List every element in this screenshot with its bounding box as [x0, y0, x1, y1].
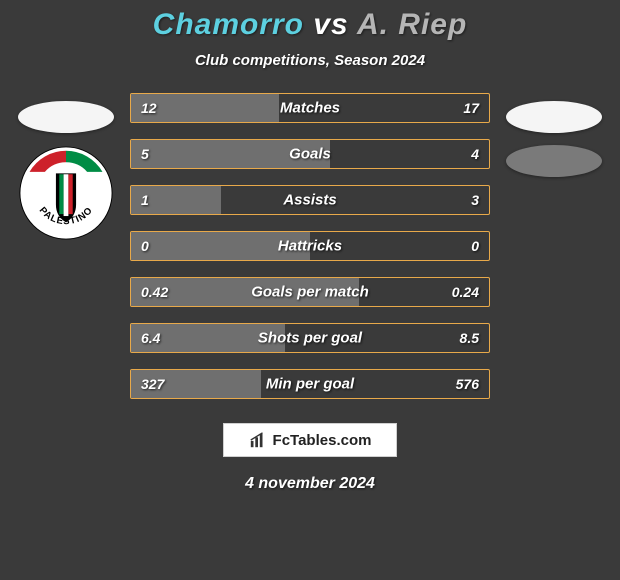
stat-row: 12Matches17 [130, 93, 490, 123]
subtitle: Club competitions, Season 2024 [195, 52, 425, 69]
stat-row: 5Goals4 [130, 139, 490, 169]
stat-value-right: 576 [456, 376, 479, 392]
stat-bar-fill [131, 186, 221, 214]
player1-photo [18, 101, 114, 133]
player2-photo [506, 101, 602, 133]
stat-bar-fill [131, 140, 330, 168]
stat-row: 6.4Shots per goal8.5 [130, 323, 490, 353]
stat-value-right: 0.24 [452, 284, 479, 300]
title: Chamorro vs A. Riep [153, 8, 468, 42]
stat-row: 0Hattricks0 [130, 231, 490, 261]
stat-bar-fill [131, 278, 359, 306]
left-side: PALESTINO [16, 93, 116, 399]
player1-name: Chamorro [153, 8, 304, 41]
right-side [504, 93, 604, 399]
branding-badge[interactable]: FcTables.com [223, 423, 397, 457]
player2-name: A. Riep [357, 8, 467, 41]
stat-row: 1Assists3 [130, 185, 490, 215]
stat-bars: 12Matches17 5Goals4 1Assists3 0Hattricks0 0.… [130, 93, 490, 399]
stat-value-right: 0 [471, 238, 479, 254]
stat-bar-fill [131, 370, 261, 398]
stat-row: 327Min per goal576 [130, 369, 490, 399]
content-row: PALESTINO 12Matches17 5Goals4 1Assists3 0Ha… [0, 93, 620, 399]
player1-club-logo: PALESTINO [18, 145, 114, 241]
stat-value-right: 8.5 [460, 330, 479, 346]
comparison-card: Chamorro vs A. Riep Club competitions, S… [0, 0, 620, 580]
vs-text: vs [313, 8, 348, 41]
stat-row: 0.42Goals per match0.24 [130, 277, 490, 307]
stat-value-right: 17 [463, 100, 479, 116]
branding-text: FcTables.com [273, 432, 372, 449]
branding-icon [249, 431, 267, 449]
stat-bar-fill [131, 232, 310, 260]
footer-date: 4 november 2024 [245, 475, 375, 493]
player2-club-logo [506, 145, 602, 177]
stat-bar-fill [131, 324, 285, 352]
stat-value-right: 3 [471, 192, 479, 208]
stat-bar-fill [131, 94, 279, 122]
stat-value-right: 4 [471, 146, 479, 162]
